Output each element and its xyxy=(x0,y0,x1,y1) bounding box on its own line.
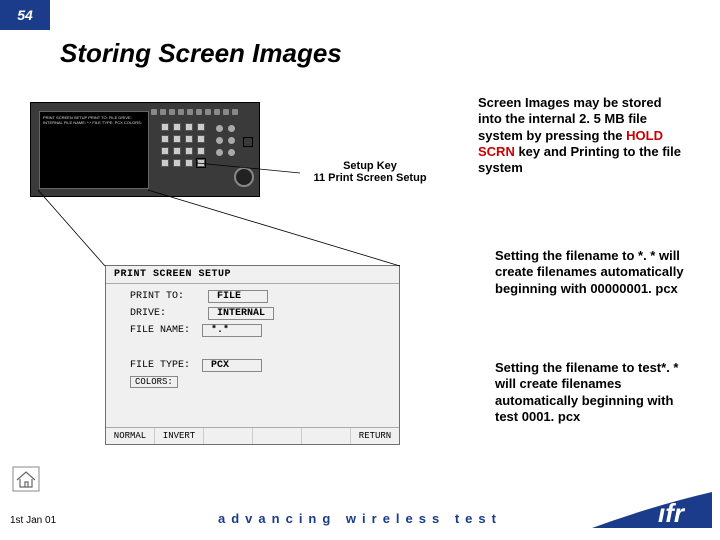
label-filename: FILE NAME: xyxy=(130,325,190,336)
para-wildcard: Setting the filename to *. * will create… xyxy=(495,248,690,297)
label-drive: DRIVE: xyxy=(130,308,166,319)
callout-line1: Setup Key xyxy=(300,160,440,172)
field-print-to[interactable]: FILE xyxy=(208,290,268,303)
hold-scrn-hotspot xyxy=(243,137,253,147)
field-drive[interactable]: INTERNAL xyxy=(208,307,274,320)
field-filetype[interactable]: PCX xyxy=(202,359,262,372)
callout-line2: 11 Print Screen Setup xyxy=(300,172,440,184)
softkey-blank-3 xyxy=(302,428,351,444)
callout-setup-key: Setup Key 11 Print Screen Setup xyxy=(300,160,440,184)
home-icon[interactable] xyxy=(12,466,40,492)
softkey-return[interactable]: RETURN xyxy=(351,428,399,444)
label-print-to: PRINT TO: xyxy=(130,291,184,302)
panel-mini-screen: PRINT SCREEN SETUP PRINT TO: FILE DRIVE:… xyxy=(39,111,149,189)
para-main: Screen Images may be stored into the int… xyxy=(478,95,688,176)
zoom-header: PRINT SCREEN SETUP xyxy=(106,266,399,284)
zoom-softkeys: NORMAL INVERT RETURN xyxy=(106,427,399,444)
page-title: Storing Screen Images xyxy=(60,38,342,69)
field-filename[interactable]: *.* xyxy=(202,324,262,337)
softkey-normal[interactable]: NORMAL xyxy=(106,428,155,444)
page-number-box: 54 xyxy=(0,0,50,30)
ifr-logo-icon: ıfr xyxy=(592,484,712,532)
zoom-print-screen-setup: PRINT SCREEN SETUP PRINT TO: FILE DRIVE:… xyxy=(105,265,400,445)
panel-softkeys xyxy=(151,109,238,115)
label-colors[interactable]: COLORS: xyxy=(130,376,178,388)
svg-text:ıfr: ıfr xyxy=(658,498,686,528)
setup-key-hotspot xyxy=(196,158,206,168)
softkey-blank-1 xyxy=(204,428,253,444)
label-filetype: FILE TYPE: xyxy=(130,360,190,371)
softkey-blank-2 xyxy=(253,428,302,444)
para-test-wildcard: Setting the filename to test*. * will cr… xyxy=(495,360,690,425)
softkey-invert[interactable]: INVERT xyxy=(155,428,204,444)
panel-controls xyxy=(156,123,256,193)
instrument-panel: PRINT SCREEN SETUP PRINT TO: FILE DRIVE:… xyxy=(30,102,260,197)
